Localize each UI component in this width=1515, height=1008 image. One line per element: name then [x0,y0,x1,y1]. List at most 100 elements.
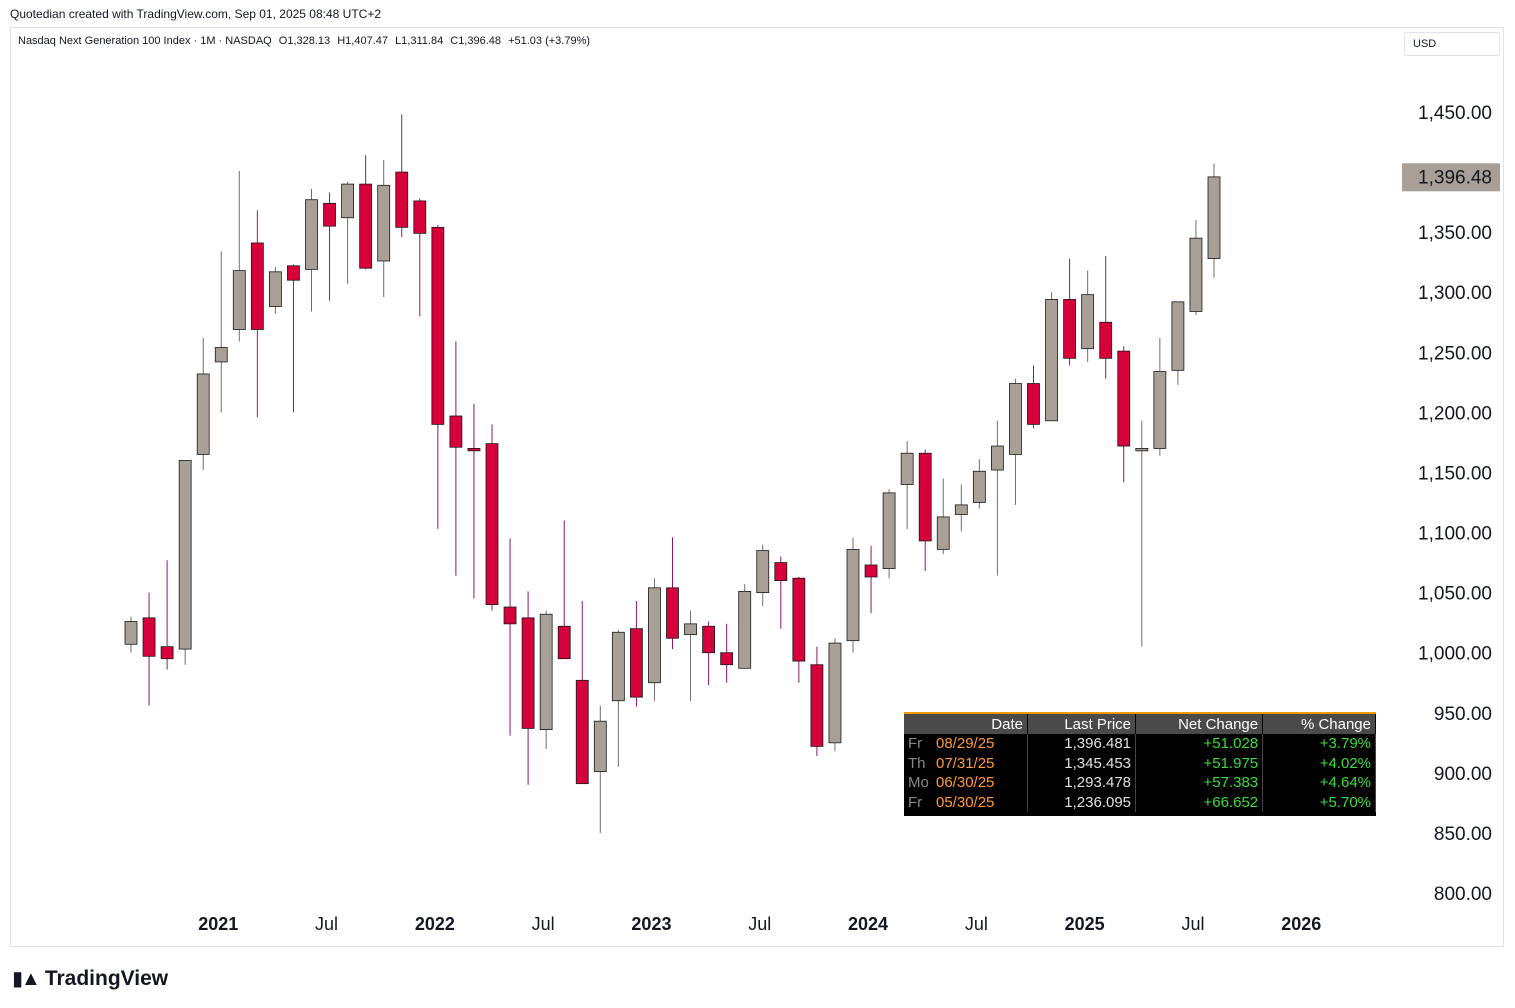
currency-selector[interactable]: USD [1404,32,1500,56]
candle-up[interactable] [684,623,697,636]
candle-down[interactable] [720,652,734,666]
candle-down[interactable] [142,617,156,657]
y-axis-tick-label: 800.00 [1434,884,1492,905]
candle-down[interactable] [792,577,806,662]
candle-up[interactable] [1153,371,1167,449]
x-axis-year-label: 2022 [415,914,455,934]
candle-down[interactable] [413,200,427,234]
x-axis-month-label: Jul [748,914,771,934]
candle-up[interactable] [178,460,192,650]
candle-down[interactable] [521,617,535,729]
candle-up[interactable] [846,548,860,642]
candle-up[interactable] [738,591,752,669]
y-axis-tick-label: 950.00 [1434,704,1492,725]
candle-up[interactable] [268,271,282,308]
candle-up[interactable] [124,621,138,645]
candle-down[interactable] [323,202,336,227]
candle-down[interactable] [250,242,264,330]
tradingview-brand-text: TradingView [44,967,169,990]
candle-down[interactable] [666,587,679,639]
candle-up[interactable] [828,642,842,744]
candle-up[interactable] [214,347,228,363]
table-row: Mo 06/30/25 1,293.478 +57.383 +4.64% [904,773,1376,793]
candle-up[interactable] [341,183,355,219]
row-date: 07/31/25 [932,753,1028,773]
candle-down[interactable] [395,171,409,228]
candle-up[interactable] [954,504,968,515]
candle-up[interactable] [611,631,625,702]
candle-up[interactable] [972,470,986,503]
quote-table: Date Last Price Net Change % Change Fr 0… [904,712,1376,816]
candle-down[interactable] [1063,299,1076,359]
candle-down[interactable] [431,226,445,425]
legend-change: +51.03 (+3.79%) [508,35,591,47]
row-net-change: +57.383 [1135,773,1264,793]
candle-down[interactable] [449,415,463,448]
y-axis-tick-label: 1,250.00 [1418,343,1492,364]
y-axis-tick-label: 1,450.00 [1418,103,1492,124]
x-axis-year-label: 2026 [1281,914,1321,934]
row-weekday: Mo [908,774,929,792]
candle-up[interactable] [1171,301,1185,371]
header-date: Date [904,714,1028,734]
candle-down[interactable] [467,448,481,452]
candle-down[interactable] [503,606,517,625]
row-price: 1,236.095 [1027,792,1137,812]
candle-down[interactable] [359,183,373,269]
row-price: 1,396.481 [1027,734,1137,754]
row-net-change: +51.975 [1135,753,1264,773]
candle-up[interactable] [377,184,391,262]
symbol-legend[interactable]: Nasdaq Next Generation 100 Index · 1M · … [18,35,594,47]
candle-down[interactable] [918,452,932,542]
candle-up[interactable] [900,452,914,485]
last-price-badge [1402,163,1500,192]
candle-down[interactable] [1117,350,1131,447]
candle-up[interactable] [1135,448,1149,452]
candle-down[interactable] [774,562,788,581]
y-axis-tick-label: 850.00 [1434,824,1492,845]
row-pct-change: +4.64% [1262,773,1376,793]
table-row: Fr 08/29/25 1,396.481 +51.028 +3.79% [904,734,1376,754]
candle-up[interactable] [1081,294,1095,350]
candle-up[interactable] [991,445,1004,471]
candle-down[interactable] [630,628,643,698]
tradingview-logo[interactable]: ▮▲ TradingView [12,966,168,991]
candle-up[interactable] [1009,383,1022,455]
candle-down[interactable] [557,625,571,660]
candle-up[interactable] [539,613,553,730]
x-axis-month-label: Jul [965,914,988,934]
table-row: Fr 05/30/25 1,236.095 +66.652 +5.70% [904,792,1376,812]
x-axis-year-label: 2021 [198,914,238,934]
header-pct-change: % Change [1262,714,1376,734]
legend-low: L1,311.84 [395,35,444,47]
candle-down[interactable] [1027,383,1040,425]
y-axis-tick-label: 1,000.00 [1418,644,1492,665]
candle-up[interactable] [648,587,661,684]
candle-down[interactable] [810,664,824,747]
candle-down[interactable] [287,265,300,281]
candle-up[interactable] [1045,299,1058,422]
table-row: Th 07/31/25 1,345.453 +51.975 +4.02% [904,753,1376,773]
candle-up[interactable] [882,492,896,569]
candle-up[interactable] [232,270,246,330]
candle-up[interactable] [305,199,318,270]
candle-down[interactable] [160,646,174,660]
price-chart[interactable]: 800.00 850.00 900.00 950.00 1,000.00 1,050.00… [0,0,1515,960]
row-price: 1,293.478 [1027,773,1137,793]
candle-up[interactable] [196,373,210,455]
candle-up[interactable] [1189,237,1203,312]
candle-up[interactable] [593,720,607,773]
candle-up[interactable] [1207,176,1221,259]
candle-up[interactable] [756,550,770,594]
row-pct-change: +4.02% [1262,753,1376,773]
header-last-price: Last Price [1027,714,1137,734]
candle-down[interactable] [702,625,715,654]
candle-down[interactable] [1099,321,1113,359]
candle-up[interactable] [936,516,950,550]
candle-down[interactable] [485,443,499,606]
candle-down[interactable] [864,564,878,578]
x-axis-year-label: 2025 [1065,914,1105,934]
candle-down[interactable] [575,679,589,785]
x-axis-year-label: 2023 [631,914,671,934]
legend-high: H1,407.47 [337,35,388,47]
